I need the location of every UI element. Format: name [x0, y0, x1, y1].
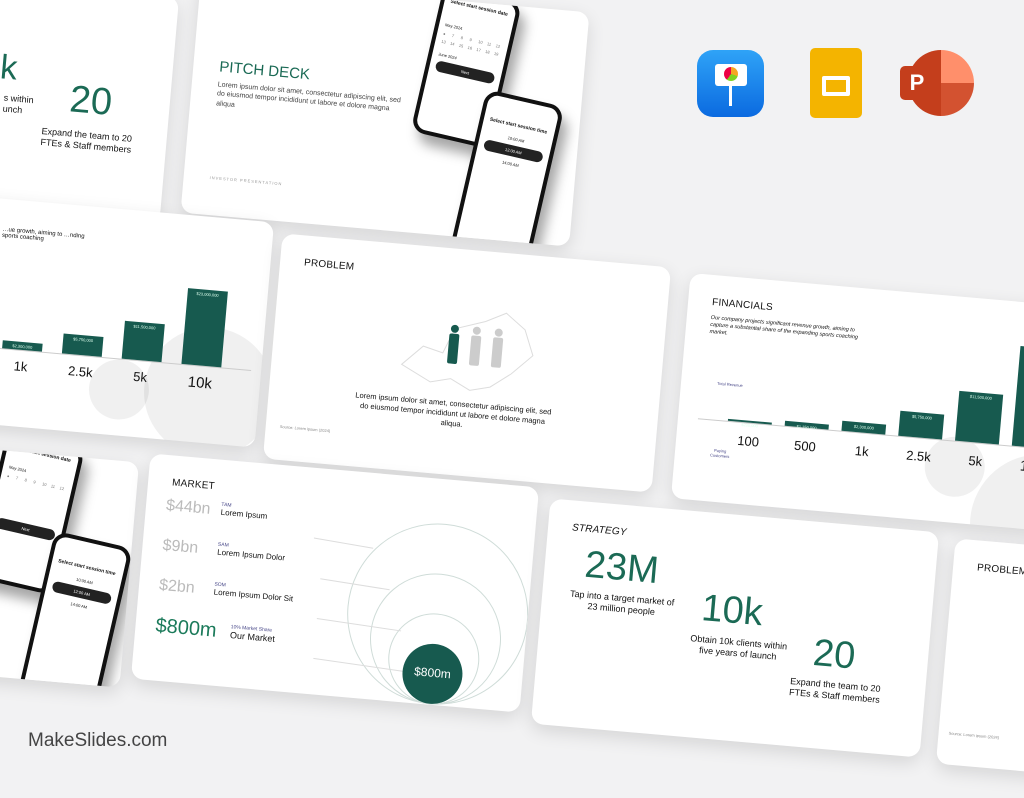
bar: $23,000,000	[1011, 346, 1024, 450]
x-label: 1k	[854, 443, 870, 460]
market-value: $44bn	[165, 497, 212, 518]
source-note: Source: Lorem ipsum (2024)	[948, 730, 1000, 740]
slide-title: FINANCIALS	[711, 297, 774, 314]
x-label: 1k	[13, 358, 29, 375]
slide-title: PROBLEM	[303, 257, 355, 273]
market-circles	[313, 523, 529, 705]
slide-phones-partial: Select start session date May 2024 ● 7 8 9 1…	[0, 428, 140, 688]
slide-body: Lorem ipsum dolor sit amet, consectetur …	[215, 81, 402, 113]
phone-title: Select start session date	[12, 444, 72, 464]
slide-title: PITCH DECK	[218, 58, 311, 84]
stat: 23M	[583, 543, 661, 593]
axis-label: Paying Customers	[709, 447, 730, 460]
source-note: Source: Lorem ipsum (2024)	[279, 423, 331, 434]
people-icon	[447, 324, 504, 368]
bar: $11,500,000	[955, 390, 1004, 445]
bar: $11,500,000	[121, 320, 165, 363]
bar: $2,300,000	[2, 340, 43, 352]
slide-problem: PROBLEM Lorem ipsum dolor sit amet, cons…	[262, 233, 672, 493]
powerpoint-icon: P	[900, 50, 974, 118]
slide-title: MARKET	[171, 477, 216, 493]
bar: $2,300,000	[841, 420, 887, 435]
bar: $5,750,000	[61, 333, 104, 357]
slide-strategy-partial: k s within unch 20 Expand the team to 20…	[0, 0, 180, 223]
stat-text: Expand the team to 20 FTEs & Staff membe…	[40, 125, 133, 155]
stat-text: s within unch	[2, 92, 35, 115]
stat-text: Expand the team to 20 FTEs & Staff membe…	[788, 676, 881, 705]
slide-body: …ue growth, aiming to …nding sports coac…	[1, 226, 85, 243]
x-label: 2.5k	[67, 363, 94, 381]
bar: $1,150,000	[784, 420, 829, 431]
stat-text: Obtain 10k clients within five years of …	[689, 633, 788, 662]
market-row-som: $2bn SOM Lorem Ipsum Dolor Sit	[158, 577, 294, 607]
x-label: 100	[736, 432, 760, 450]
market-row-tam: $44bn TAM Lorem Ipsum	[165, 497, 268, 524]
google-slides-icon	[810, 48, 862, 118]
slide-financials: FINANCIALS Our company projects signific…	[670, 272, 1024, 534]
bar-chart: $230,000 $1,150,000 $2,300,000 $5,750,000 $1…	[697, 314, 1024, 451]
bar: $5,750,000	[898, 410, 945, 440]
bar-chart: $2,300,000 $5,750,000 $11,500,000 $23,00…	[0, 268, 259, 371]
market-row-sam: $9bn SAM Lorem Ipsum Dolor	[162, 537, 286, 566]
slide-title: PROBLEM	[976, 562, 1024, 578]
slide-financials-partial: …ue growth, aiming to …nding sports coac…	[0, 188, 275, 448]
market-row-ours: $800m 10% Market Share Our Market	[155, 615, 277, 648]
stat: 20	[811, 631, 858, 678]
slide-title: STRATEGY	[571, 522, 628, 539]
bar: $23,000,000	[181, 288, 228, 368]
stat: 10k	[699, 587, 765, 635]
stat: k	[0, 48, 19, 88]
x-label: 500	[793, 437, 817, 455]
x-label: 2.5k	[905, 447, 932, 465]
slide-footer: INVESTOR PRESENTATION	[209, 174, 283, 187]
slide-strategy: STRATEGY 23M Tap into a target market of…	[530, 498, 940, 758]
stat-text: Tap into a target market of 23 million p…	[569, 588, 675, 617]
market-value: $2bn	[158, 576, 196, 597]
brand-watermark: MakeSlides.com	[28, 730, 168, 751]
map-outline	[400, 312, 534, 391]
bar: $230,000	[727, 418, 772, 428]
phone-title: Select start session date	[449, 0, 509, 18]
stat: 20	[67, 78, 114, 124]
market-value: $800m	[154, 614, 218, 642]
market-value: $9bn	[161, 536, 199, 557]
next-button: Next	[0, 517, 57, 542]
slide-pitch-deck: PITCH DECK Lorem ipsum dolor sit amet, c…	[180, 0, 590, 247]
slide-market: MARKET $44bn TAM Lorem Ipsum $9bn SAM Lorem …	[130, 453, 540, 713]
slide-problem-partial: PROBLEM Source: Lorem ipsum (2024)	[935, 538, 1024, 798]
keynote-icon	[697, 50, 764, 117]
